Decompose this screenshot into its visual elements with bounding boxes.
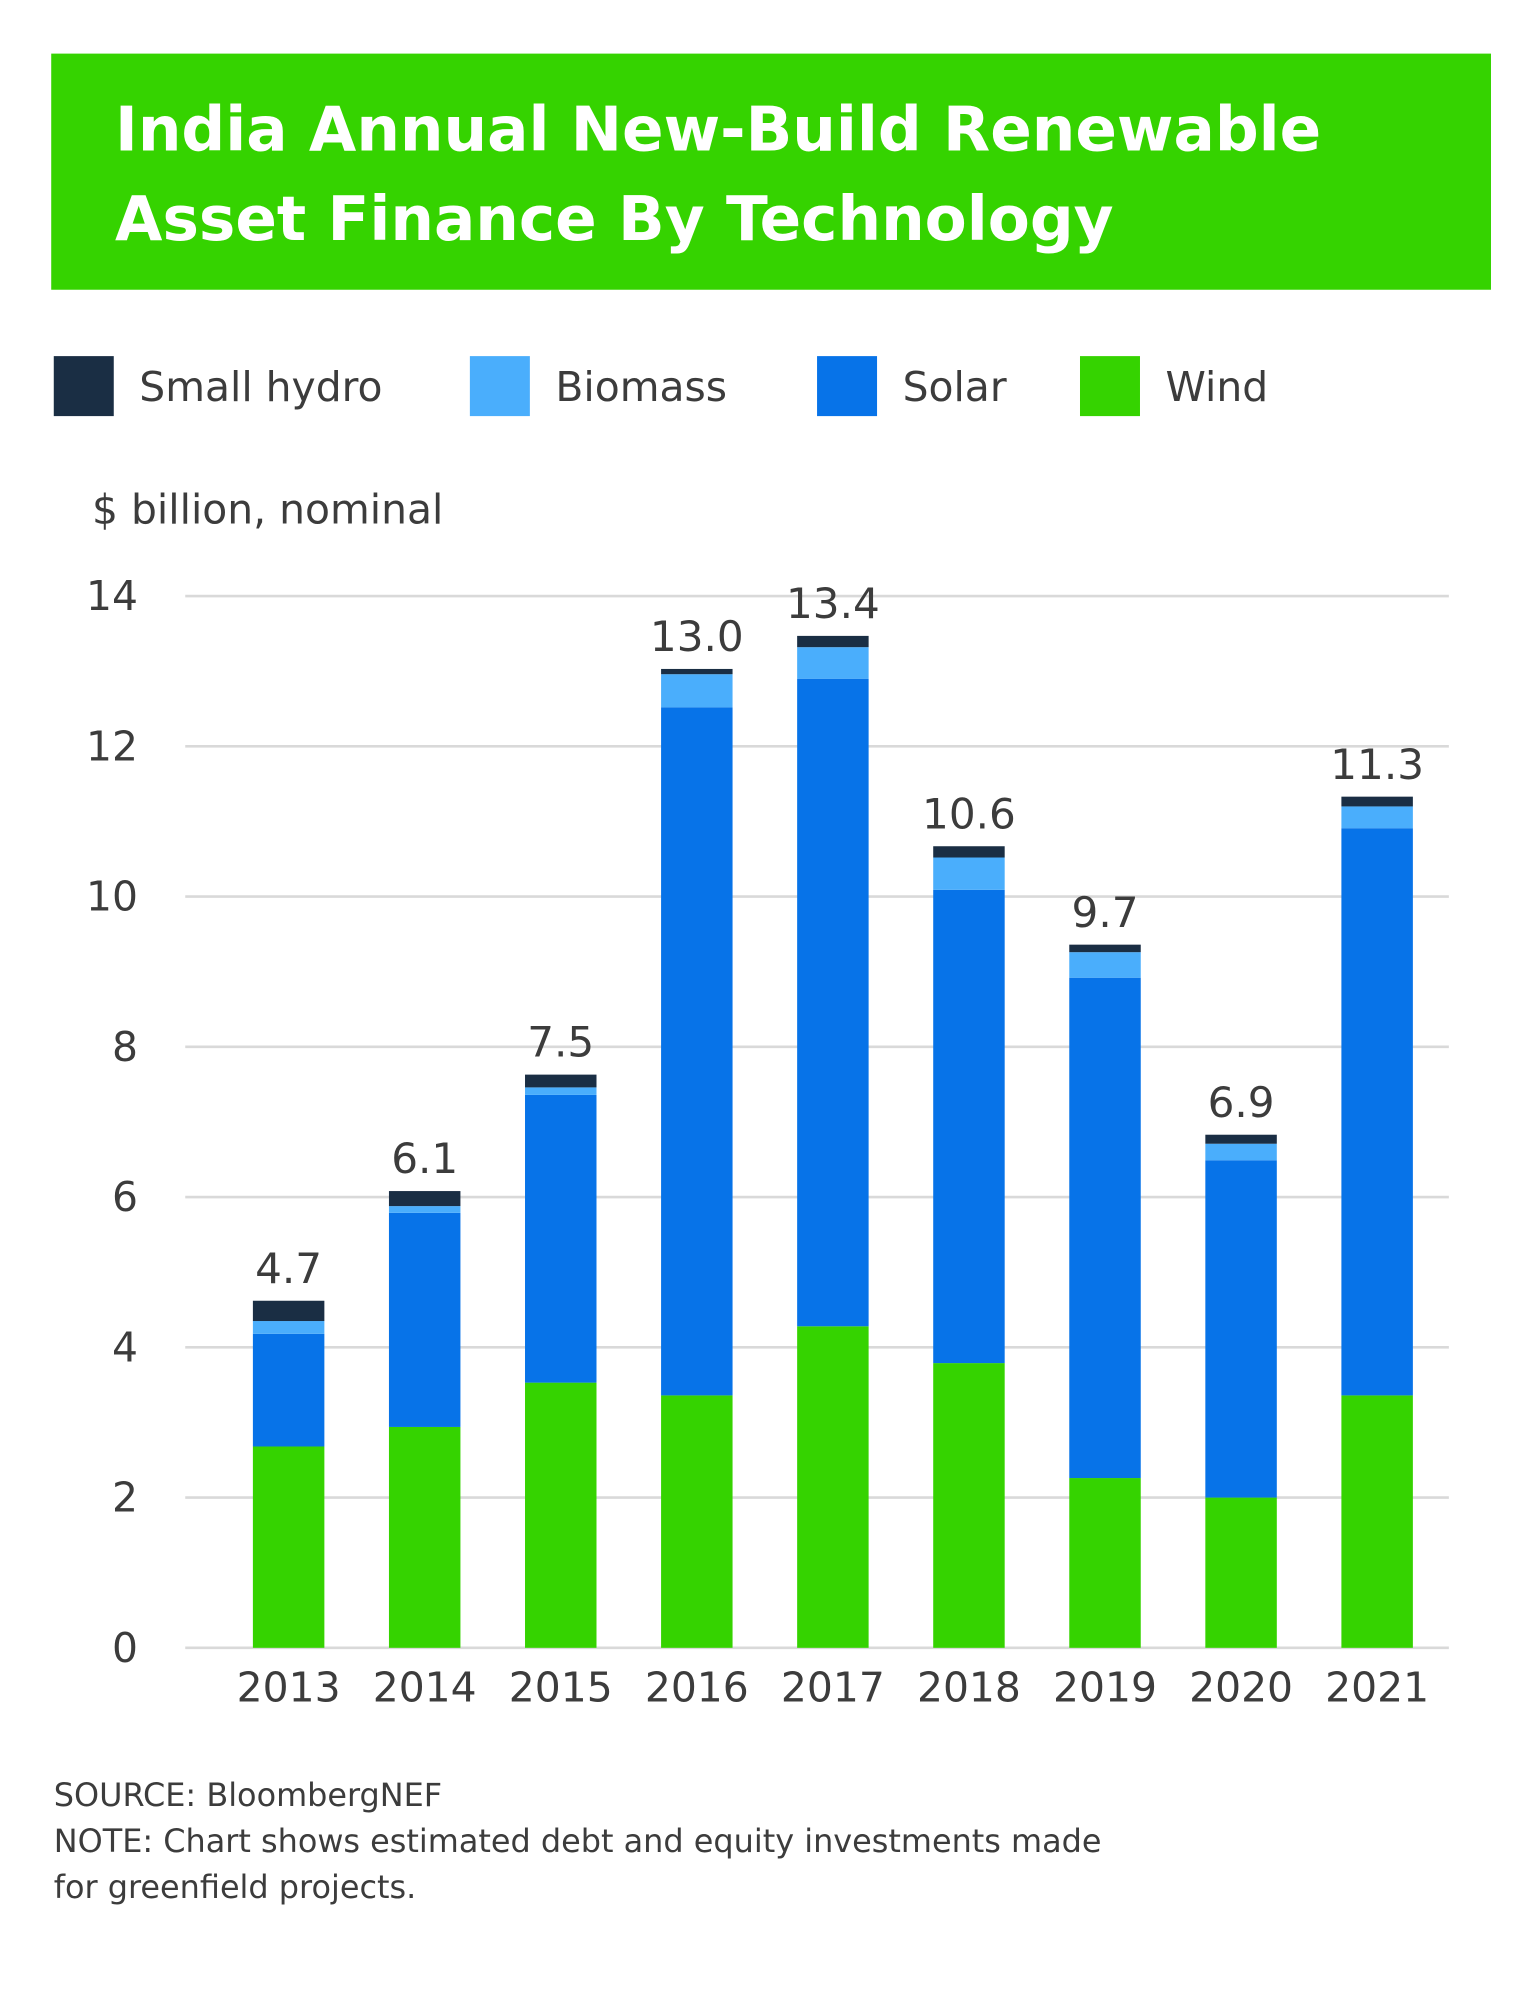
y-axis-label: $ billion, nominal: [92, 485, 443, 533]
x-tick-label: 2019: [1053, 1663, 1157, 1711]
y-tick-label: 0: [112, 1624, 138, 1672]
bar-small-hydro-2013: [252, 1300, 325, 1322]
bar-wind-2019: [1069, 1478, 1141, 1648]
legend-label-biomass: Biomass: [555, 363, 727, 411]
bar-biomass-2015: [525, 1087, 597, 1095]
bar-wind-2020: [1205, 1497, 1277, 1648]
total-label-2017: 13.4: [786, 579, 880, 628]
legend: Small hydro Biomass Solar Wind: [53, 356, 1269, 417]
bar-biomass-2020: [1205, 1143, 1277, 1161]
bar-solar-2017: [797, 678, 869, 1327]
chart-title-line2: Asset Finance By Technology: [115, 184, 1114, 255]
y-tick-label: 4: [112, 1323, 138, 1371]
bar-wind-2015: [525, 1382, 597, 1648]
y-tick-label: 14: [86, 572, 138, 620]
legend-label-solar: Solar: [903, 363, 1007, 411]
bar-solar-2020: [1205, 1160, 1277, 1498]
total-label-2013: 4.7: [255, 1244, 322, 1293]
x-tick-label: 2014: [373, 1663, 477, 1711]
bar-small-hydro-2014: [388, 1191, 461, 1207]
bar-solar-2021: [1341, 828, 1413, 1396]
title-banner: [51, 53, 1491, 290]
bar-small-hydro-2016: [661, 668, 733, 675]
bar-small-hydro-2018: [933, 846, 1005, 858]
total-label-2014: 6.1: [391, 1134, 458, 1183]
x-tick-label: 2017: [781, 1663, 885, 1711]
legend-swatch-solar: [817, 356, 878, 417]
legend-swatch-biomass: [469, 356, 530, 417]
bar-solar-2014: [388, 1212, 461, 1427]
x-tick-label: 2013: [237, 1663, 341, 1711]
bar-small-hydro-2020: [1205, 1134, 1277, 1144]
y-tick-label: 10: [86, 873, 138, 921]
x-tick-label: 2016: [645, 1663, 749, 1711]
x-tick-label: 2020: [1189, 1663, 1293, 1711]
legend-label-wind: Wind: [1166, 363, 1269, 411]
total-label-2016: 13.0: [650, 612, 744, 661]
bar-solar-2015: [525, 1094, 597, 1383]
bar-biomass-2019: [1069, 952, 1141, 978]
bar-solar-2013: [252, 1333, 325, 1447]
bar-wind-2014: [388, 1426, 461, 1648]
bar-wind-2021: [1341, 1395, 1413, 1648]
bar-small-hydro-2021: [1341, 796, 1413, 807]
bar-biomass-2017: [797, 647, 869, 679]
legend-label-small-hydro: Small hydro: [139, 363, 382, 411]
bar-small-hydro-2015: [525, 1074, 597, 1088]
bar-wind-2016: [661, 1395, 733, 1648]
labels: 0 2 4 6 8 10 12 14 4.7 2013 6.1 2014 7.5 2015 13.0 2016…: [86, 572, 1429, 1711]
bar-biomass-2014: [388, 1206, 461, 1213]
x-tick-label: 2015: [509, 1663, 613, 1711]
bar-solar-2019: [1069, 977, 1141, 1479]
bar-small-hydro-2017: [797, 635, 869, 648]
bar-wind-2013: [252, 1446, 325, 1648]
bars: [252, 635, 1413, 1648]
bar-solar-2016: [661, 707, 733, 1396]
bar-wind-2017: [797, 1326, 869, 1648]
total-label-2015: 7.5: [527, 1018, 594, 1067]
total-label-2020: 6.9: [1208, 1078, 1275, 1127]
chart-title-line1: India Annual New-Build Renewable: [115, 95, 1321, 166]
total-label-2021: 11.3: [1330, 740, 1424, 789]
x-tick-label: 2018: [917, 1663, 1021, 1711]
bar-biomass-2016: [661, 674, 733, 708]
bar-biomass-2018: [933, 857, 1005, 890]
bar-solar-2018: [933, 889, 1005, 1364]
total-label-2019: 9.7: [1072, 888, 1139, 937]
legend-swatch-wind: [1079, 356, 1140, 417]
note-line-2: for greenfield projects.: [54, 1868, 416, 1906]
bar-wind-2018: [933, 1363, 1005, 1648]
note-line-1: NOTE: Chart shows estimated debt and equ…: [54, 1822, 1102, 1860]
y-tick-label: 6: [112, 1173, 138, 1221]
x-tick-label: 2021: [1325, 1663, 1429, 1711]
y-tick-label: 2: [112, 1474, 138, 1522]
total-label-2018: 10.6: [922, 789, 1016, 838]
y-tick-label: 8: [112, 1023, 138, 1071]
source-note: SOURCE: BloombergNEF: [54, 1776, 442, 1814]
bar-biomass-2013: [252, 1321, 325, 1334]
y-tick-label: 12: [86, 722, 138, 770]
bar-small-hydro-2019: [1069, 944, 1141, 953]
legend-swatch-small-hydro: [53, 356, 114, 417]
bar-biomass-2021: [1341, 806, 1413, 829]
